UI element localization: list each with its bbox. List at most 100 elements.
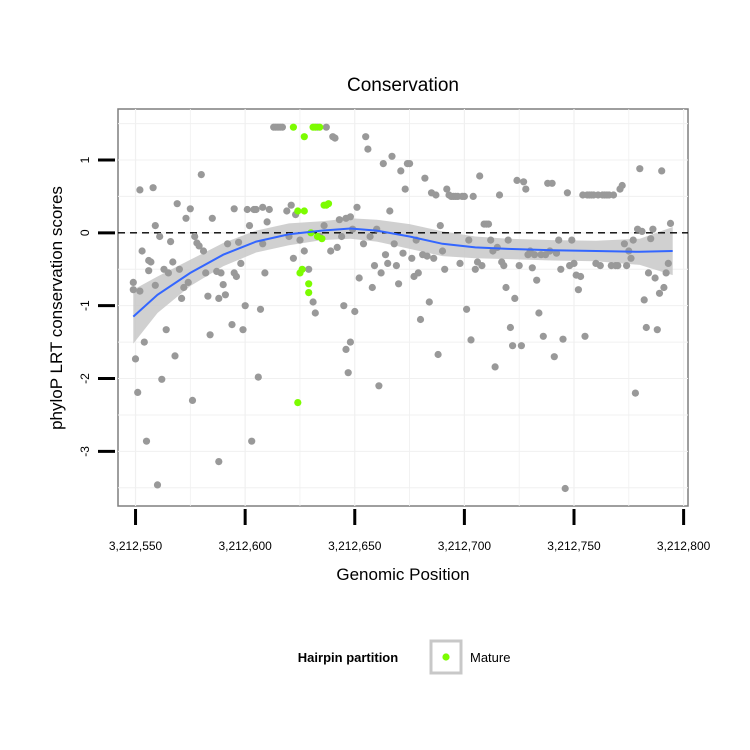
- data-point: [640, 296, 648, 304]
- data-point: [515, 262, 523, 270]
- data-point: [662, 269, 670, 277]
- data-point: [642, 323, 650, 332]
- mature-data-point: [298, 265, 306, 273]
- data-point: [289, 254, 297, 262]
- data-point: [627, 254, 635, 262]
- data-point: [138, 247, 146, 255]
- data-point: [388, 152, 396, 160]
- data-point: [180, 283, 188, 292]
- data-point: [577, 272, 585, 281]
- data-point: [366, 232, 374, 241]
- data-point: [184, 278, 192, 286]
- data-point: [311, 309, 319, 317]
- data-point: [390, 240, 398, 248]
- mature-data-point: [300, 207, 308, 215]
- data-point: [629, 236, 637, 244]
- data-point: [136, 186, 144, 194]
- data-point: [351, 307, 359, 316]
- y-tick-label: 0: [78, 229, 92, 236]
- data-point: [487, 236, 495, 244]
- data-point: [359, 240, 368, 248]
- data-point: [335, 216, 343, 224]
- data-point: [397, 167, 405, 175]
- data-point: [484, 220, 493, 228]
- data-point: [178, 294, 186, 302]
- data-point: [511, 294, 519, 302]
- data-point: [322, 123, 330, 131]
- data-point: [162, 326, 170, 334]
- data-point: [425, 298, 433, 306]
- data-point: [555, 236, 563, 244]
- data-point: [568, 236, 576, 244]
- data-point: [552, 249, 561, 257]
- x-tick-label: 3,212,800: [657, 539, 711, 553]
- data-point: [327, 247, 335, 255]
- mature-data-point: [305, 289, 313, 297]
- data-point: [149, 184, 157, 192]
- mature-data-point: [318, 235, 326, 243]
- data-point: [265, 205, 273, 214]
- data-point: [469, 192, 477, 200]
- data-point: [147, 258, 155, 266]
- data-point: [438, 247, 447, 255]
- mature-data-point: [324, 200, 333, 208]
- data-point: [355, 274, 363, 282]
- data-point: [156, 232, 164, 241]
- data-point: [443, 185, 451, 193]
- legend: Hairpin partition Mature: [298, 639, 510, 675]
- data-point: [346, 213, 354, 221]
- data-point: [432, 191, 440, 199]
- data-point: [199, 247, 208, 255]
- mature-data-point: [294, 207, 302, 215]
- data-point: [197, 171, 205, 179]
- data-point: [252, 205, 260, 214]
- data-point: [224, 240, 232, 248]
- data-point: [570, 259, 578, 267]
- data-point: [647, 235, 655, 243]
- data-point: [434, 350, 442, 359]
- data-point: [375, 382, 383, 390]
- data-point: [471, 265, 479, 273]
- data-point: [254, 373, 262, 381]
- data-point: [191, 232, 199, 241]
- data-point: [441, 265, 449, 273]
- data-point: [666, 219, 675, 227]
- data-point: [364, 145, 372, 153]
- data-point: [406, 160, 414, 168]
- data-point: [263, 218, 271, 226]
- data-point: [508, 342, 517, 350]
- data-point: [463, 305, 471, 313]
- data-point: [167, 238, 175, 246]
- y-axis: -3 -2 -1 0 1: [78, 156, 115, 457]
- data-point: [658, 167, 666, 175]
- data-point: [245, 222, 254, 230]
- data-point: [528, 264, 536, 272]
- data-point: [142, 437, 151, 445]
- mature-data-point: [289, 123, 297, 131]
- data-point: [636, 165, 644, 173]
- data-point: [644, 269, 653, 277]
- data-point: [651, 274, 659, 282]
- data-point: [140, 338, 148, 346]
- data-point: [423, 252, 431, 260]
- data-point: [248, 437, 256, 445]
- mature-data-point: [294, 399, 302, 407]
- data-point: [517, 342, 526, 350]
- data-point: [221, 291, 229, 299]
- data-point: [574, 286, 583, 294]
- data-point: [243, 205, 251, 214]
- data-point: [134, 388, 142, 396]
- data-point: [232, 272, 240, 281]
- x-tick-label: 3,212,600: [218, 539, 272, 553]
- data-point: [353, 203, 361, 211]
- data-point: [278, 123, 286, 131]
- data-point: [256, 305, 265, 313]
- data-point: [539, 332, 547, 340]
- data-point: [408, 254, 416, 262]
- data-point: [204, 292, 212, 300]
- data-point: [392, 262, 400, 270]
- data-point: [561, 484, 569, 493]
- data-point: [649, 225, 657, 233]
- data-point: [131, 355, 140, 363]
